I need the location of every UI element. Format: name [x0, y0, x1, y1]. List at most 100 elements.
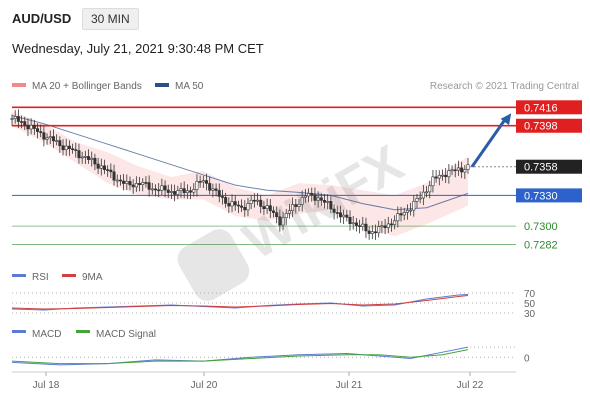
candle-body [402, 212, 406, 216]
level-label-3: 0.7330 [524, 190, 558, 202]
candle-body [166, 189, 170, 193]
candle-body [26, 124, 30, 130]
candle-body [252, 199, 256, 202]
candle-body [377, 226, 381, 234]
candle-body [157, 189, 161, 192]
ma50-line [11, 115, 469, 211]
x-tick-label: Jul 21 [336, 380, 363, 391]
candle-body [303, 195, 307, 198]
candle-body [128, 181, 132, 186]
candle-body [444, 174, 448, 178]
macd-legend-label: MACD [32, 329, 61, 340]
candle-body [217, 190, 221, 197]
candle-body [74, 149, 78, 151]
price-legend: MA 20 + Bollinger Bands MA 50 Research ©… [12, 81, 579, 92]
candle-body [182, 188, 186, 194]
rsi-line [11, 294, 469, 311]
ma50-legend-label: MA 50 [175, 81, 204, 92]
macd-signal-legend-label: MACD Signal [96, 329, 156, 340]
candle-body [147, 182, 151, 190]
candle-body [150, 188, 154, 191]
candle-body [326, 201, 330, 203]
candle-body [45, 137, 49, 140]
candle-body [447, 170, 451, 178]
x-tick-label: Jul 22 [457, 380, 484, 391]
candle-body [243, 207, 247, 211]
candle-body [399, 213, 403, 216]
candle-body [51, 136, 55, 142]
forecast-arrow [470, 118, 507, 168]
candle-body [370, 231, 374, 234]
rsi-legend: RSI 9MA [12, 272, 103, 283]
datetime-label: Wednesday, July 21, 2021 9:30:48 PM CET [12, 41, 264, 56]
candle-body [83, 156, 87, 158]
rsi-ma9-swatch [62, 274, 76, 277]
candle-body [463, 169, 467, 173]
candle-body [131, 184, 135, 188]
candle-body [329, 201, 333, 210]
ma20-swatch [12, 83, 26, 87]
candle-body [405, 210, 409, 213]
price-panel: 0.7416 0.7398 0.7358 0.7330 0.7300 0.7282 [10, 100, 582, 252]
rsi-swatch [12, 274, 26, 277]
candle-body [389, 223, 393, 226]
candle-body [297, 203, 301, 207]
macd-tick-label: 0 [524, 353, 530, 364]
level-label-1: 0.7398 [524, 121, 558, 133]
candle-body [367, 230, 371, 234]
candle-body [316, 197, 320, 201]
candle-body [67, 145, 71, 150]
price-levels [12, 106, 516, 245]
candle-body [198, 181, 202, 183]
candle-body [342, 214, 346, 218]
candle-body [55, 140, 59, 142]
candle-body [227, 203, 231, 207]
candle-body [307, 193, 311, 197]
candle-body [335, 212, 339, 214]
x-tick-label: Jul 18 [33, 380, 60, 391]
candle-body [42, 132, 46, 140]
candle-body [176, 190, 180, 195]
candle-body [364, 223, 368, 232]
candle-body [87, 156, 91, 160]
candle-body [294, 204, 298, 207]
macd-grid: 0 [12, 346, 530, 364]
candle-body [259, 199, 263, 207]
candle-body [192, 189, 196, 193]
candle-body [233, 201, 237, 206]
candle-body [383, 225, 387, 229]
candle-body [268, 205, 272, 212]
candle-body [291, 204, 295, 211]
candle-body [32, 124, 36, 129]
candle-body [201, 180, 205, 183]
candle-body [310, 193, 314, 196]
candle-body [361, 223, 365, 227]
macd-signal-line [11, 349, 469, 365]
candle-body [281, 217, 285, 226]
level-tag-3 [516, 188, 582, 203]
timeframe-badge[interactable]: 30 MIN [82, 8, 139, 30]
macd-signal-swatch [76, 330, 90, 333]
x-axis-ticks: Jul 18 Jul 20 Jul 21 Jul 22 [33, 372, 484, 391]
candle-body [230, 201, 234, 207]
level-label-2: 0.7358 [524, 162, 558, 174]
ma50-swatch [155, 83, 169, 87]
candle-body [265, 205, 269, 210]
candle-body [125, 181, 129, 184]
candle-body [214, 188, 218, 191]
candle-body [300, 197, 304, 205]
candle-body [96, 163, 100, 169]
candle-body [205, 180, 209, 184]
candle-body [271, 210, 275, 213]
candle-body [138, 183, 142, 185]
candle-body [275, 212, 279, 218]
candle-body [351, 222, 355, 225]
candle-body [374, 231, 378, 234]
candle-body [23, 121, 27, 126]
candle-body [39, 131, 43, 133]
candle-body [345, 214, 349, 218]
candle-body [185, 190, 189, 194]
candle-body [64, 145, 68, 151]
